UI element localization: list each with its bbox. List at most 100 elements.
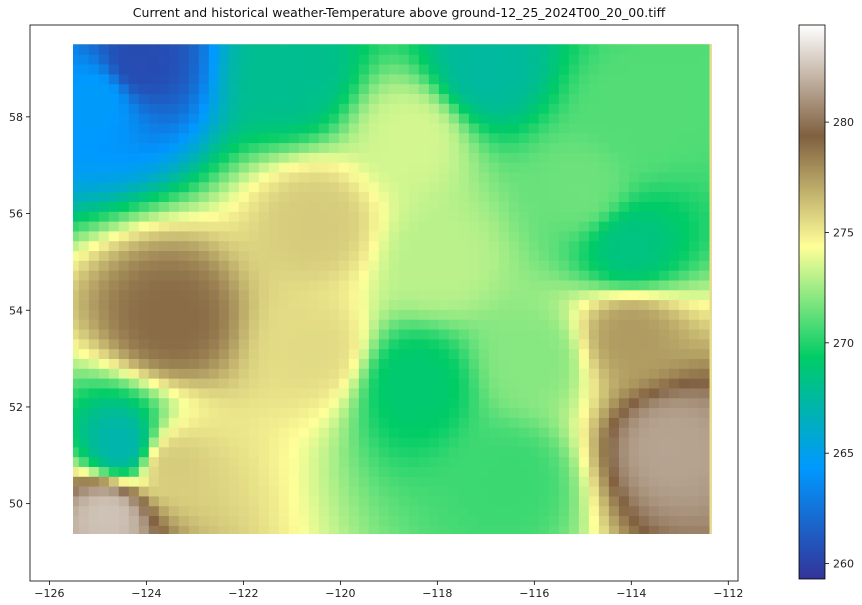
heatmap-cell bbox=[358, 230, 370, 242]
heatmap-cell bbox=[478, 122, 490, 134]
heatmap-cell bbox=[428, 73, 440, 85]
heatmap-cell bbox=[598, 289, 610, 301]
heatmap-cell bbox=[568, 486, 580, 497]
heatmap-cell bbox=[448, 63, 460, 75]
heatmap-cell bbox=[208, 466, 220, 477]
heatmap-cell bbox=[198, 515, 210, 526]
heatmap-cell bbox=[418, 427, 430, 438]
heatmap-cell bbox=[278, 93, 290, 104]
heatmap-cell bbox=[188, 309, 200, 320]
heatmap-cell bbox=[98, 397, 110, 409]
heatmap-cell bbox=[438, 191, 450, 202]
heatmap-cell bbox=[348, 122, 360, 134]
heatmap-cell bbox=[588, 495, 600, 507]
heatmap-cell bbox=[568, 456, 580, 467]
heatmap-cell bbox=[218, 132, 230, 144]
heatmap-cell bbox=[478, 289, 490, 301]
heatmap-cell bbox=[538, 417, 550, 428]
heatmap-cell bbox=[638, 171, 650, 183]
heatmap-cell bbox=[228, 221, 240, 232]
heatmap-cell bbox=[668, 54, 680, 65]
heatmap-cell bbox=[158, 142, 170, 153]
heatmap-cell bbox=[678, 427, 690, 438]
heatmap-cell bbox=[668, 328, 680, 340]
heatmap-cell bbox=[198, 201, 210, 212]
heatmap-cell bbox=[378, 387, 390, 399]
heatmap-cell bbox=[498, 240, 510, 252]
heatmap-cell bbox=[558, 387, 570, 399]
heatmap-cell bbox=[678, 270, 690, 281]
heatmap-cell bbox=[258, 466, 270, 477]
heatmap-cell bbox=[128, 240, 140, 252]
heatmap-cell bbox=[158, 162, 170, 173]
heatmap-cell bbox=[688, 456, 700, 467]
heatmap-cell bbox=[578, 201, 590, 212]
heatmap-cell bbox=[558, 348, 570, 359]
heatmap-cell bbox=[328, 211, 340, 222]
heatmap-cell bbox=[658, 436, 670, 448]
heatmap-cell bbox=[668, 132, 680, 144]
heatmap-cell bbox=[238, 221, 250, 232]
heatmap-cell bbox=[458, 436, 470, 448]
heatmap-cell bbox=[228, 417, 240, 428]
heatmap-cell bbox=[428, 427, 440, 438]
heatmap-cell bbox=[358, 201, 370, 212]
heatmap-cell bbox=[118, 368, 130, 379]
heatmap-cell bbox=[588, 132, 600, 144]
heatmap-cell bbox=[438, 221, 450, 232]
heatmap-cell bbox=[178, 181, 190, 193]
heatmap-cell bbox=[368, 162, 380, 173]
heatmap-cell bbox=[238, 417, 250, 428]
heatmap-cell bbox=[348, 328, 360, 340]
heatmap-cell bbox=[528, 348, 540, 359]
heatmap-cell bbox=[608, 476, 620, 487]
heatmap-cell bbox=[668, 162, 680, 173]
heatmap-cell bbox=[168, 466, 180, 477]
heatmap-cell bbox=[368, 387, 380, 399]
heatmap-cell bbox=[168, 515, 180, 526]
heatmap-cell bbox=[138, 142, 150, 153]
heatmap-cell bbox=[148, 162, 160, 173]
heatmap-cell bbox=[388, 270, 400, 281]
heatmap-cell bbox=[608, 397, 620, 409]
heatmap-cell bbox=[238, 142, 250, 153]
heatmap-cell bbox=[498, 181, 510, 193]
heatmap-cell bbox=[73, 436, 80, 448]
heatmap-cell bbox=[298, 113, 310, 124]
heatmap-cell bbox=[168, 378, 180, 389]
heatmap-cell bbox=[128, 83, 140, 95]
heatmap-cell bbox=[658, 162, 670, 173]
heatmap-cell bbox=[218, 299, 230, 310]
heatmap-cell bbox=[688, 299, 700, 310]
heatmap-cell bbox=[498, 515, 510, 526]
heatmap-cell bbox=[608, 181, 620, 193]
heatmap-cell bbox=[548, 103, 560, 114]
heatmap-cell bbox=[328, 44, 340, 55]
heatmap-cell bbox=[288, 456, 300, 467]
heatmap-cell bbox=[668, 515, 680, 526]
heatmap-cell bbox=[558, 113, 570, 124]
heatmap-cell bbox=[138, 211, 150, 222]
heatmap-cell bbox=[318, 407, 330, 418]
heatmap-cell bbox=[618, 446, 630, 458]
heatmap-cell bbox=[688, 466, 700, 477]
heatmap-cell bbox=[128, 309, 140, 320]
heatmap-cell bbox=[408, 181, 420, 193]
heatmap-cell bbox=[498, 417, 510, 428]
heatmap-cell bbox=[138, 191, 150, 202]
heatmap-cell bbox=[148, 54, 160, 65]
heatmap-cell bbox=[318, 378, 330, 389]
heatmap-cell bbox=[648, 466, 660, 477]
heatmap-cell bbox=[308, 348, 320, 359]
heatmap-cell bbox=[348, 289, 360, 301]
heatmap-cell bbox=[508, 152, 520, 163]
heatmap-cell bbox=[588, 289, 600, 301]
heatmap-cell bbox=[568, 279, 580, 291]
heatmap-cell bbox=[98, 54, 110, 65]
heatmap-cell bbox=[408, 54, 420, 65]
heatmap-cell bbox=[298, 476, 310, 487]
heatmap-cell bbox=[348, 505, 360, 517]
heatmap-cell bbox=[228, 387, 240, 399]
heatmap-cell bbox=[508, 348, 520, 359]
heatmap-cell bbox=[148, 476, 160, 487]
